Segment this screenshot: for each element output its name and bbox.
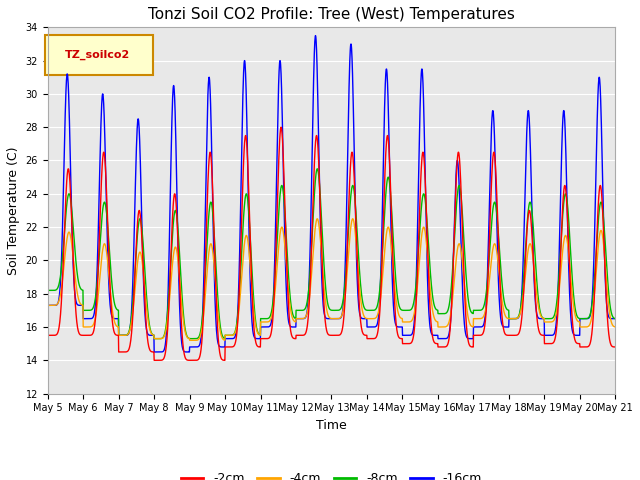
FancyBboxPatch shape xyxy=(45,35,153,75)
X-axis label: Time: Time xyxy=(316,419,347,432)
Title: Tonzi Soil CO2 Profile: Tree (West) Temperatures: Tonzi Soil CO2 Profile: Tree (West) Temp… xyxy=(148,7,515,22)
Text: TZ_soilco2: TZ_soilco2 xyxy=(65,49,131,60)
Y-axis label: Soil Temperature (C): Soil Temperature (C) xyxy=(7,146,20,275)
Legend: -2cm, -4cm, -8cm, -16cm: -2cm, -4cm, -8cm, -16cm xyxy=(176,467,487,480)
